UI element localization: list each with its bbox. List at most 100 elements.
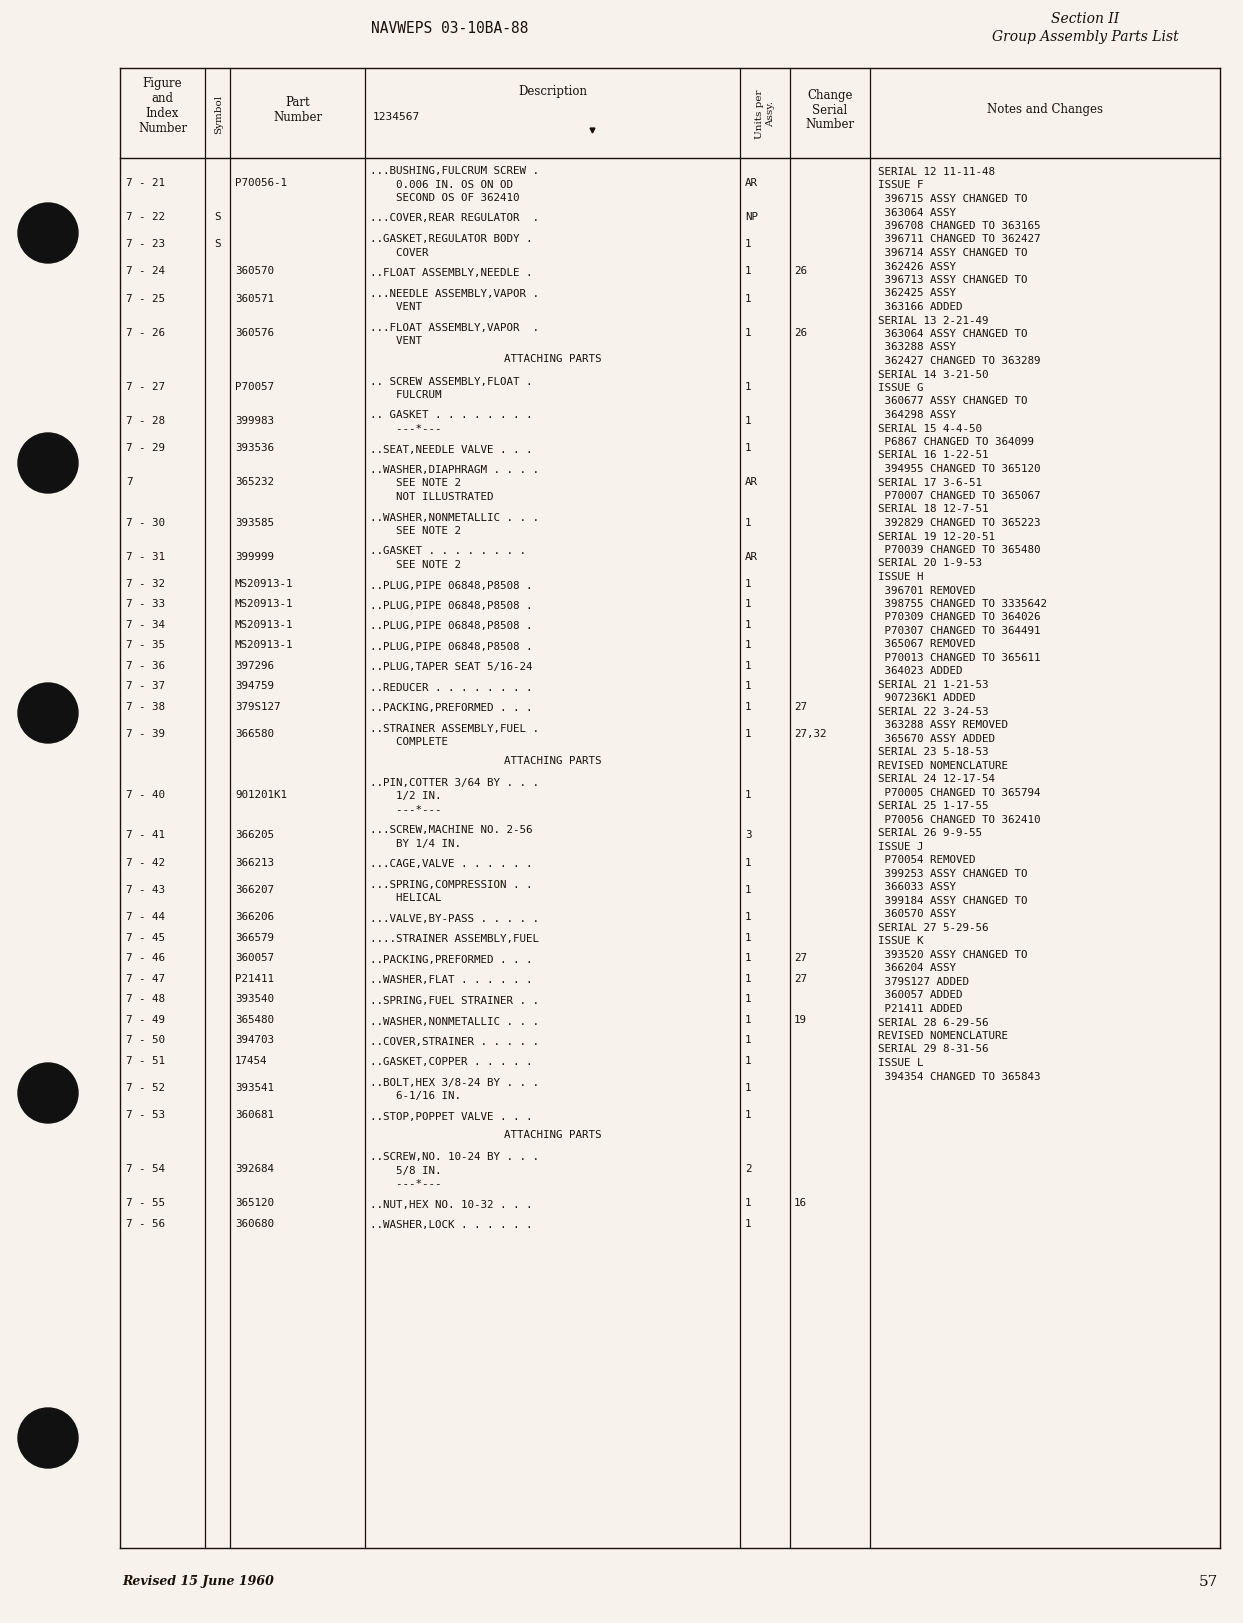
Text: 27: 27 bbox=[794, 974, 807, 984]
Text: Symbol: Symbol bbox=[214, 94, 222, 133]
Text: REVISED NOMENCLATURE: REVISED NOMENCLATURE bbox=[878, 1031, 1008, 1040]
Text: 366204 ASSY: 366204 ASSY bbox=[878, 962, 956, 972]
Text: 394759: 394759 bbox=[235, 680, 273, 691]
Text: 7 - 50: 7 - 50 bbox=[126, 1034, 165, 1045]
Text: ..WASHER,FLAT . . . . . .: ..WASHER,FLAT . . . . . . bbox=[370, 975, 532, 985]
Text: 396701 REMOVED: 396701 REMOVED bbox=[878, 586, 976, 596]
Text: 1: 1 bbox=[745, 294, 752, 304]
Text: 360677 ASSY CHANGED TO: 360677 ASSY CHANGED TO bbox=[878, 396, 1028, 406]
Circle shape bbox=[17, 1409, 78, 1469]
Text: P70039 CHANGED TO 365480: P70039 CHANGED TO 365480 bbox=[878, 545, 1040, 555]
Text: 7 - 47: 7 - 47 bbox=[126, 974, 165, 984]
Text: 366213: 366213 bbox=[235, 857, 273, 867]
Text: P70307 CHANGED TO 364491: P70307 CHANGED TO 364491 bbox=[878, 625, 1040, 636]
Text: ..FLOAT ASSEMBLY,NEEDLE .: ..FLOAT ASSEMBLY,NEEDLE . bbox=[370, 268, 532, 278]
Text: SERIAL 19 12-20-51: SERIAL 19 12-20-51 bbox=[878, 531, 994, 540]
Text: 364023 ADDED: 364023 ADDED bbox=[878, 665, 962, 677]
Text: 7 - 26: 7 - 26 bbox=[126, 328, 165, 338]
Text: ..SPRING,FUEL STRAINER . .: ..SPRING,FUEL STRAINER . . bbox=[370, 995, 539, 1005]
Text: 1: 1 bbox=[745, 415, 752, 425]
Text: 365480: 365480 bbox=[235, 1014, 273, 1024]
Text: SEE NOTE 2: SEE NOTE 2 bbox=[370, 479, 461, 489]
Text: 360057: 360057 bbox=[235, 953, 273, 962]
Text: 27,32: 27,32 bbox=[794, 729, 827, 738]
Text: 366205: 366205 bbox=[235, 829, 273, 841]
Text: 7 - 51: 7 - 51 bbox=[126, 1055, 165, 1065]
Text: 1: 1 bbox=[745, 974, 752, 984]
Text: P70054 REMOVED: P70054 REMOVED bbox=[878, 855, 976, 865]
Text: ..WASHER,NONMETALLIC . . .: ..WASHER,NONMETALLIC . . . bbox=[370, 1016, 539, 1026]
Text: 7 - 41: 7 - 41 bbox=[126, 829, 165, 841]
Text: 399983: 399983 bbox=[235, 415, 273, 425]
Text: 396711 CHANGED TO 362427: 396711 CHANGED TO 362427 bbox=[878, 234, 1040, 245]
Text: SERIAL 17 3-6-51: SERIAL 17 3-6-51 bbox=[878, 477, 982, 487]
Text: P6867 CHANGED TO 364099: P6867 CHANGED TO 364099 bbox=[878, 437, 1034, 446]
Text: 1: 1 bbox=[745, 857, 752, 867]
Text: 1: 1 bbox=[745, 993, 752, 1003]
Text: MS20913-1: MS20913-1 bbox=[235, 599, 293, 609]
Text: 7 - 49: 7 - 49 bbox=[126, 1014, 165, 1024]
Text: 7 - 45: 7 - 45 bbox=[126, 932, 165, 943]
Text: 27: 27 bbox=[794, 701, 807, 711]
Text: Units per
Assy.: Units per Assy. bbox=[756, 89, 774, 138]
Text: 393541: 393541 bbox=[235, 1083, 273, 1092]
Text: 360680: 360680 bbox=[235, 1217, 273, 1229]
Text: MS20913-1: MS20913-1 bbox=[235, 639, 293, 649]
Text: ..PACKING,PREFORMED . . .: ..PACKING,PREFORMED . . . bbox=[370, 954, 532, 964]
Text: 366580: 366580 bbox=[235, 729, 273, 738]
Text: 1: 1 bbox=[745, 1217, 752, 1229]
Text: 396713 ASSY CHANGED TO: 396713 ASSY CHANGED TO bbox=[878, 274, 1028, 284]
Text: 26: 26 bbox=[794, 266, 807, 276]
Text: VENT: VENT bbox=[370, 302, 423, 312]
Text: SECOND OS OF 362410: SECOND OS OF 362410 bbox=[370, 193, 520, 203]
Text: ..PIN,COTTER 3/64 BY . . .: ..PIN,COTTER 3/64 BY . . . bbox=[370, 777, 539, 787]
Text: 1: 1 bbox=[745, 932, 752, 943]
Text: 7 - 24: 7 - 24 bbox=[126, 266, 165, 276]
Text: 2: 2 bbox=[745, 1164, 752, 1173]
Text: ..WASHER,LOCK . . . . . .: ..WASHER,LOCK . . . . . . bbox=[370, 1220, 532, 1230]
Text: 7 - 21: 7 - 21 bbox=[126, 177, 165, 188]
Text: 1: 1 bbox=[745, 661, 752, 670]
Text: 7 - 38: 7 - 38 bbox=[126, 701, 165, 711]
Text: NOT ILLUSTRATED: NOT ILLUSTRATED bbox=[370, 492, 493, 502]
Text: 360681: 360681 bbox=[235, 1110, 273, 1120]
Text: ..REDUCER . . . . . . . .: ..REDUCER . . . . . . . . bbox=[370, 683, 532, 693]
Text: ..COVER,STRAINER . . . . .: ..COVER,STRAINER . . . . . bbox=[370, 1037, 539, 1047]
Text: ..PLUG,PIPE 06848,P8508 .: ..PLUG,PIPE 06848,P8508 . bbox=[370, 641, 532, 651]
Text: 7 - 29: 7 - 29 bbox=[126, 443, 165, 453]
Text: P70056-1: P70056-1 bbox=[235, 177, 287, 188]
Text: NP: NP bbox=[745, 211, 758, 222]
Text: 1: 1 bbox=[745, 239, 752, 248]
Text: AR: AR bbox=[745, 552, 758, 562]
Text: 7 - 32: 7 - 32 bbox=[126, 578, 165, 589]
Text: 7 - 39: 7 - 39 bbox=[126, 729, 165, 738]
Text: 1: 1 bbox=[745, 912, 752, 922]
Text: Part
Number: Part Number bbox=[273, 96, 322, 123]
Text: 1: 1 bbox=[745, 443, 752, 453]
Text: 7 - 35: 7 - 35 bbox=[126, 639, 165, 649]
Text: 7 - 54: 7 - 54 bbox=[126, 1164, 165, 1173]
Text: SERIAL 14 3-21-50: SERIAL 14 3-21-50 bbox=[878, 370, 988, 380]
Text: 366206: 366206 bbox=[235, 912, 273, 922]
Text: 360576: 360576 bbox=[235, 328, 273, 338]
Text: ..SEAT,NEEDLE VALVE . . .: ..SEAT,NEEDLE VALVE . . . bbox=[370, 445, 532, 454]
Text: ...COVER,REAR REGULATOR  .: ...COVER,REAR REGULATOR . bbox=[370, 213, 539, 224]
Text: 392684: 392684 bbox=[235, 1164, 273, 1173]
Text: 393540: 393540 bbox=[235, 993, 273, 1003]
Text: 365067 REMOVED: 365067 REMOVED bbox=[878, 639, 976, 649]
Text: ISSUE L: ISSUE L bbox=[878, 1057, 924, 1068]
Text: 379S127 ADDED: 379S127 ADDED bbox=[878, 977, 970, 987]
Text: 393536: 393536 bbox=[235, 443, 273, 453]
Text: P70056 CHANGED TO 362410: P70056 CHANGED TO 362410 bbox=[878, 815, 1040, 824]
Text: 7 - 56: 7 - 56 bbox=[126, 1217, 165, 1229]
Text: SERIAL 22 3-24-53: SERIAL 22 3-24-53 bbox=[878, 706, 988, 717]
Text: Figure
and
Index
Number: Figure and Index Number bbox=[138, 76, 186, 135]
Text: 394955 CHANGED TO 365120: 394955 CHANGED TO 365120 bbox=[878, 464, 1040, 474]
Text: ..SCREW,NO. 10-24 BY . . .: ..SCREW,NO. 10-24 BY . . . bbox=[370, 1152, 539, 1162]
Text: S: S bbox=[214, 239, 221, 248]
Text: ..NUT,HEX NO. 10-32 . . .: ..NUT,HEX NO. 10-32 . . . bbox=[370, 1199, 532, 1209]
Text: 1: 1 bbox=[745, 578, 752, 589]
Text: 360571: 360571 bbox=[235, 294, 273, 304]
Text: 360057 ADDED: 360057 ADDED bbox=[878, 990, 962, 1000]
Text: 1: 1 bbox=[745, 885, 752, 894]
